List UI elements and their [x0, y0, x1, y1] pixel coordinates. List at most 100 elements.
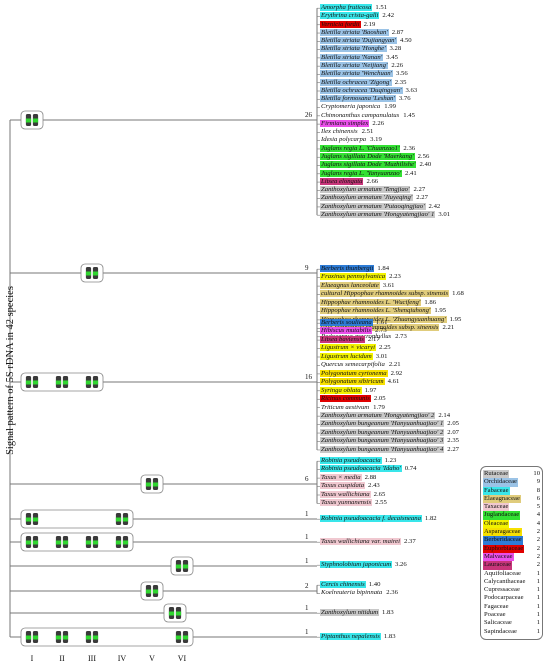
species-name: Litsea elongata — [320, 177, 364, 185]
chromosome-pair-icon — [168, 607, 182, 619]
species-label: Cryptomeria japonica 1.99 — [320, 103, 396, 111]
species-value: 1.84 — [377, 265, 390, 272]
species-name: Syringa oblata — [320, 386, 362, 394]
species-label: Ricinus communis 2.05 — [320, 395, 386, 403]
chromosome-pair-icon — [85, 267, 99, 279]
legend-item: Lauraceae 2 — [483, 561, 540, 570]
legend-count: 1 — [536, 586, 540, 594]
species-value: 2.14 — [438, 411, 451, 419]
legend-count: 1 — [536, 594, 540, 602]
species-name: Elaeagnus lanceolate — [320, 281, 380, 289]
legend-item: Euphorbiaceae 2 — [483, 544, 540, 553]
chromosome-pair-icon — [145, 585, 159, 597]
species-label: Idesia polycarpa 3.19 — [320, 136, 382, 144]
species-value: 2.27 — [413, 186, 426, 194]
chromosome-pair-icon — [25, 536, 39, 548]
species-value: 2.73 — [395, 332, 407, 340]
legend-family: Fabaceae — [483, 486, 510, 495]
group-species-count: 1 — [305, 604, 309, 612]
chromosome-pair-icon — [175, 560, 189, 572]
species-label: Taxus × media 2.88 — [320, 473, 376, 482]
species-value: 3.56 — [395, 70, 408, 78]
legend-count: 2 — [536, 536, 540, 544]
species-value: 2.17 — [367, 335, 380, 343]
species-label: Ligustrum × vicaryi 2.25 — [320, 344, 391, 352]
legend-family: Orchidaceae — [483, 478, 518, 487]
legend-count: 1 — [536, 577, 540, 585]
species-label: Zanthoxylum bungeanum 'Hanyuanhuajiao' 1… — [320, 420, 459, 428]
chromosome-pair-icon — [175, 631, 189, 643]
species-name: Zanthoxylum armatum 'Hongyatengjiao' 1 — [320, 211, 436, 218]
species-name: Erythrina crista-galli — [320, 12, 380, 20]
species-value: 3.28 — [389, 45, 402, 53]
species-name: Hippophae rhamnoides L. 'Wucifeng' — [320, 298, 422, 306]
species-name: Bletilla striata 'Nanan' — [320, 53, 384, 61]
species-label: Cercis chinensis 1.40 — [320, 581, 380, 589]
species-value: 3.01 — [375, 352, 388, 360]
legend-family: Euphorbiaceae — [483, 544, 525, 553]
species-label: Bletilla formosana 'Leshan' 3.76 — [320, 95, 411, 103]
legend-item: Asparagaceae 2 — [483, 528, 540, 537]
species-name: Robinia pseudoacacia 'Idaho' — [320, 465, 402, 473]
species-value: 2.55 — [375, 499, 387, 507]
species-label: Taxus wallichiana var. mairei 2.37 — [320, 538, 416, 546]
species-name: Styphnolobium japonicum — [320, 561, 393, 568]
species-value: 2.35 — [394, 78, 407, 86]
species-label: Triticum aestivum 1.79 — [320, 404, 385, 412]
species-name: Zanthoxylum armatum 'Hongyatengjiao' 2 — [320, 411, 436, 419]
legend-family: Asparagaceae — [483, 528, 522, 537]
chromosome-pair-icon — [55, 631, 69, 643]
species-label: Bletilla ochracea 'Duqingyan' 3.63 — [320, 86, 417, 95]
species-value: 3.19 — [370, 136, 382, 144]
species-name: Juglans sigillata Dode 'Maerkang' — [320, 153, 415, 161]
species-name: Bletilla striata 'Baoshan' — [320, 28, 389, 36]
species-value: 2.26 — [372, 119, 385, 127]
species-value: 4.61 — [387, 378, 400, 386]
species-label: Robinia pseudoacacia f. decaisneana 1.82 — [320, 515, 437, 523]
legend-family: Lauraceae — [483, 561, 513, 570]
species-value: 2.26 — [391, 61, 404, 69]
chromosome-pair-icon — [25, 376, 39, 388]
species-name: Fraxinus pennsylvanica — [320, 273, 387, 281]
group-species-count: 2 — [305, 582, 309, 590]
species-value: 2.42 — [382, 12, 395, 20]
species-value: 2.42 — [428, 202, 441, 210]
species-label: Litsea elongata 2.66 — [320, 177, 378, 186]
species-value: 2.25 — [378, 344, 391, 352]
group-species-count: 9 — [305, 264, 309, 272]
column-label-vi: VI — [177, 654, 187, 663]
family-legend: Rutaceae 10 Orchidaceae 9 Fabaceae 8 Elaeagnac… — [480, 466, 543, 640]
species-value: 2.36 — [403, 144, 416, 152]
legend-family: Cupressaceae — [484, 586, 520, 594]
species-name: wild Hippophae rhamnoides subsp. sinensi… — [320, 324, 440, 332]
species-name: Vernicia fordii — [320, 20, 361, 28]
legend-item: Poaceae 1 — [483, 611, 540, 619]
signal-pattern-box — [140, 474, 164, 494]
species-name: Berberis soulieana — [320, 319, 373, 326]
chromosome-pair-icon — [25, 114, 39, 126]
legend-item: Cupressaceae 1 — [483, 586, 540, 594]
chromosome-pair-icon — [55, 376, 69, 388]
legend-family: Poaceae — [484, 611, 506, 619]
column-label-ii: II — [59, 654, 65, 663]
legend-count: 4 — [536, 511, 540, 519]
species-label: Bletilla striata 'Honghe' 3.28 — [320, 45, 401, 53]
group-species-count: 1 — [305, 557, 309, 565]
species-value: 1.82 — [424, 515, 437, 522]
chromosome-pair-icon — [115, 536, 129, 548]
species-value: 2.87 — [391, 28, 404, 36]
species-label: Firmiana simplex 2.26 — [320, 119, 385, 128]
species-name: Polygonatum sibiricum — [320, 378, 385, 386]
legend-item: Malvaceae 2 — [483, 552, 540, 562]
species-label: Juglans regia L. 'Chuanzao1' 2.36 — [320, 144, 416, 153]
species-name: Bletilla striata 'Neijiang' — [320, 61, 389, 69]
species-value: 2.73 — [374, 327, 387, 335]
species-value: 4.50 — [399, 37, 412, 45]
signal-pattern-box — [80, 263, 104, 283]
species-value: 2.37 — [404, 538, 416, 545]
species-name: Zanthoxylum bungeanum 'Hanyuanhuajiao' 1 — [320, 420, 445, 428]
species-name: Hippophae rhamnoides L. 'Zhuangyuanhuang… — [320, 315, 447, 323]
legend-item: Taxaceae 5 — [483, 503, 540, 512]
species-label: Fraxinus pennsylvanica 2.23 — [320, 273, 401, 281]
species-value: 3.26 — [395, 561, 407, 568]
